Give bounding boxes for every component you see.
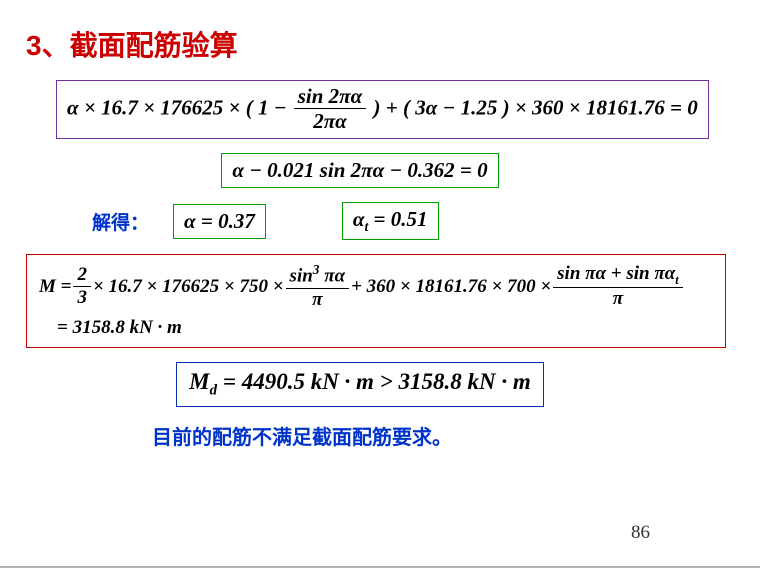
solution-alpha: α = 0.37 bbox=[173, 204, 266, 239]
eq1-frac: sin 2πα 2πα bbox=[294, 85, 367, 134]
eq1-frac-num: sin 2πα bbox=[294, 85, 367, 109]
eq3-frac1: 2 3 bbox=[73, 265, 91, 310]
eq1-post: ) + ( 3α − 1.25 ) × 360 × 18161.76 = 0 bbox=[374, 95, 698, 119]
eq3-frac3-den: π bbox=[553, 288, 683, 311]
eq1-frac-den: 2πα bbox=[294, 109, 367, 134]
eq4-post: = 4490.5 kN · m > 3158.8 kN · m bbox=[217, 369, 531, 394]
equation-3: M = 2 3 × 16.7 × 176625 × 750 × sin3 πα … bbox=[26, 254, 726, 348]
eq3-line2: = 3158.8 kN · m bbox=[57, 317, 713, 339]
section-title: 3、截面配筋验算 bbox=[26, 24, 738, 64]
eq4-sub: d bbox=[210, 383, 217, 399]
eq3-frac3: sin πα + sin παt π bbox=[553, 264, 683, 311]
solution-alpha-t: αt = 0.51 bbox=[342, 202, 439, 240]
eq3-frac1-num: 2 bbox=[73, 265, 91, 287]
equation-2: α − 0.021 sin 2πα − 0.362 = 0 bbox=[221, 153, 498, 188]
equation-1: α × 16.7 × 176625 × ( 1 − sin 2πα 2πα ) … bbox=[56, 80, 709, 139]
eq4-M: M bbox=[189, 369, 209, 394]
eq3-c: + 360 × 18161.76 × 700 × bbox=[351, 276, 551, 298]
eq3-frac3-num: sin πα + sin παt bbox=[553, 264, 683, 288]
eq3-M: M = bbox=[39, 276, 71, 298]
eq3-b: × 16.7 × 176625 × 750 × bbox=[93, 276, 284, 298]
eq3-frac1-den: 3 bbox=[73, 287, 91, 310]
eq3-frac2: sin3 πα π bbox=[286, 263, 350, 311]
solve-label: 解得： bbox=[92, 208, 149, 235]
eq1-pre: α × 16.7 × 176625 × ( 1 − bbox=[67, 95, 287, 119]
sol2-post: = 0.51 bbox=[368, 207, 427, 231]
eq3-frac2-den: π bbox=[286, 289, 350, 312]
equation-4: Md = 4490.5 kN · m > 3158.8 kN · m bbox=[176, 362, 544, 407]
sol2-alpha: α bbox=[353, 207, 365, 231]
page-number: 86 bbox=[631, 522, 650, 544]
eq3-frac2-num: sin3 πα bbox=[286, 263, 350, 288]
conclusion-text: 目前的配筋不满足截面配筋要求。 bbox=[152, 421, 452, 450]
